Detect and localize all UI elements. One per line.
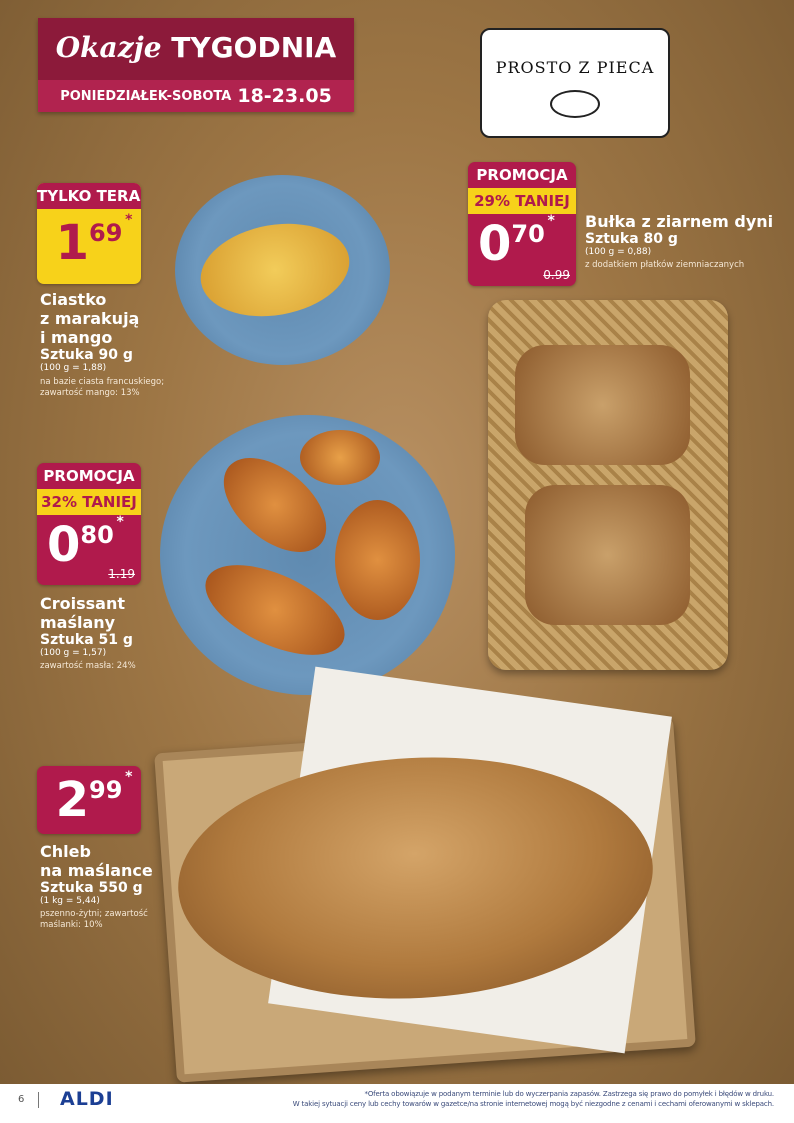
footer: 6 ALDI *Oferta obowiązuje w podanym term… (0, 1084, 794, 1123)
unit-price: (100 g = 1,57) (40, 648, 107, 658)
disclaimer-line: *Oferta obowiązuje w podanym terminie lu… (364, 1090, 774, 1098)
product-note: maślanki: 10% (40, 920, 103, 930)
price: 070 * (478, 214, 555, 268)
price-badge-ciastko: TYLKO TERAZ 169 * (37, 183, 141, 284)
old-price: 1.19 (108, 567, 135, 581)
product-name: Croissant (40, 594, 125, 613)
product-info-bulka: Bułka z ziarnem dyni Sztuka 80 g (100 g … (585, 212, 773, 271)
price-int: 2 (55, 772, 89, 828)
header-banner: Okazje TYGODNIA PONIEDZIAŁEK-SOBOTA 18-23… (38, 18, 354, 112)
disclaimer: *Oferta obowiązuje w podanym terminie lu… (130, 1089, 774, 1109)
product-note: zawartość masła: 24% (40, 661, 136, 671)
product-name: Ciastko (40, 290, 107, 309)
product-name: na maślance (40, 861, 153, 880)
product-info-croissant: Croissant maślany Sztuka 51 g (100 g = 1… (40, 594, 136, 672)
disclaimer-line: W takiej sytuacji ceny lub cechy towarów… (292, 1100, 774, 1108)
product-name: Bułka z ziarnem dyni (585, 212, 774, 231)
discount: 32% (41, 493, 78, 511)
price-int: 0 (478, 216, 512, 272)
croissant-image (335, 500, 420, 620)
aldi-logo: ALDI (60, 1088, 114, 1110)
divider (38, 1092, 39, 1108)
title-script: Okazje (55, 31, 162, 64)
product-info-ciastko: Ciastko z marakują i mango Sztuka 90 g (… (40, 290, 164, 399)
date-range: PONIEDZIAŁEK-SOBOTA 18-23.05 (38, 80, 354, 112)
product-size: Sztuka 51 g (40, 632, 133, 648)
croissant-image (300, 430, 380, 485)
product-note: na bazie ciasta francuskiego; (40, 377, 165, 387)
unit-price: (100 g = 0,88) (585, 247, 652, 257)
asterisk: * (125, 212, 133, 228)
bun-image (515, 345, 690, 465)
price: 080 * (47, 515, 124, 569)
page-title: Okazje TYGODNIA (38, 28, 354, 68)
unit-price: (1 kg = 5,44) (40, 896, 100, 906)
asterisk: * (125, 769, 133, 785)
product-note: pszenno-żytni; zawartość (40, 909, 148, 919)
product-name: i mango (40, 328, 113, 347)
product-info-chleb: Chleb na maślance Sztuka 550 g (1 kg = 5… (40, 842, 153, 931)
price-badge-chleb: 299 * (37, 766, 141, 834)
asterisk: * (116, 514, 124, 530)
badge-label: TYLKO TERAZ (37, 183, 141, 209)
product-size: Sztuka 80 g (585, 231, 678, 247)
price: 169 * (56, 213, 133, 267)
discount-label: 32% TANIEJ (37, 489, 141, 515)
price-dec: 80 (80, 521, 114, 549)
product-name: z marakują (40, 309, 140, 328)
days-label: PONIEDZIAŁEK-SOBOTA (60, 88, 232, 104)
discount-word: TANIEJ (82, 493, 137, 511)
prosto-z-pieca-stamp: PROSTO Z PIECA (480, 28, 670, 138)
product-size: Sztuka 550 g (40, 880, 143, 896)
price-badge-bulka: PROMOCJA 29% TANIEJ 070 * 0.99 (468, 162, 576, 286)
old-price: 0.99 (543, 268, 570, 282)
price: 299 * (56, 770, 133, 824)
discount-word: TANIEJ (515, 192, 570, 210)
product-size: Sztuka 90 g (40, 347, 133, 363)
badge-label: PROMOCJA (43, 467, 135, 485)
bun-image (525, 485, 690, 625)
price-int: 0 (47, 517, 81, 573)
product-name: Chleb (40, 842, 91, 861)
price-dec: 70 (511, 220, 545, 248)
title-bold: TYGODNIA (171, 31, 337, 64)
stamp-text: PROSTO Z PIECA (495, 58, 655, 77)
dates-label: 18-23.05 (237, 85, 332, 107)
price-dec: 99 (89, 776, 123, 804)
discount-label: 29% TANIEJ (468, 188, 576, 214)
product-note: zawartość mango: 13% (40, 388, 140, 398)
product-name: maślany (40, 613, 116, 632)
page-number: 6 (18, 1094, 25, 1105)
discount: 29% (474, 192, 511, 210)
price-int: 1 (55, 215, 89, 271)
badge-label: PROMOCJA (476, 166, 568, 184)
product-note: z dodatkiem płatków ziemniaczanych (585, 260, 745, 270)
bread-icon (550, 90, 600, 118)
asterisk: * (547, 213, 555, 229)
unit-price: (100 g = 1,88) (40, 363, 107, 373)
price-dec: 69 (89, 219, 123, 247)
price-badge-croissant: PROMOCJA 32% TANIEJ 080 * 1.19 (37, 463, 141, 585)
